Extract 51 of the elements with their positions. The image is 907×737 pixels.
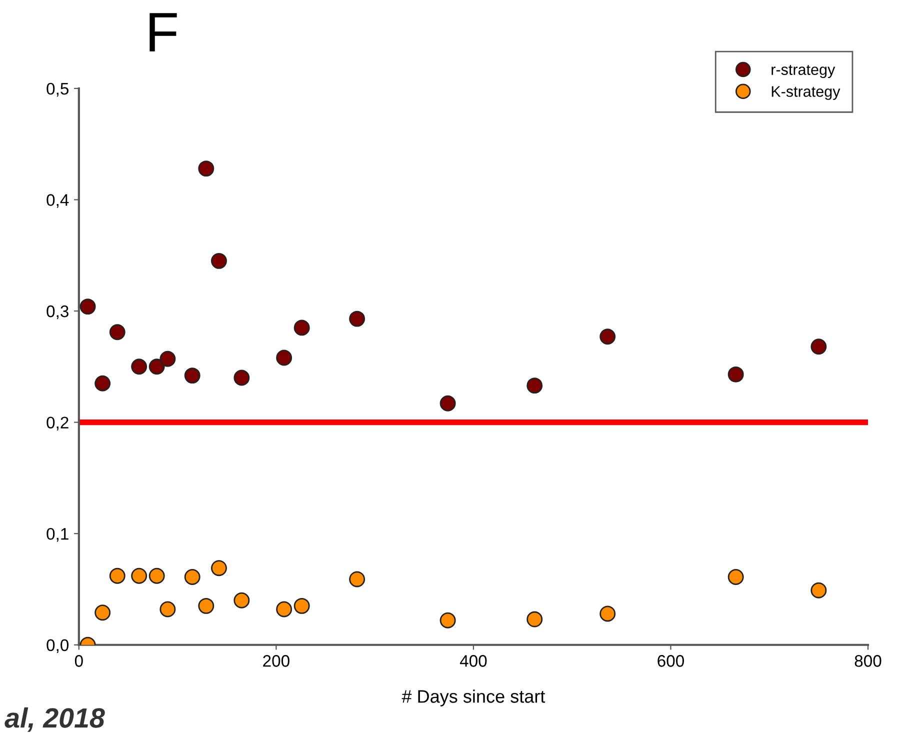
- point: [160, 601, 176, 618]
- text: al, 2018: [4, 707, 105, 732]
- x-tick-label: 200: [263, 655, 290, 667]
- point: [148, 568, 165, 584]
- point: [94, 604, 111, 621]
- x-axis-title: # Days since start: [402, 690, 546, 706]
- point: [294, 598, 310, 614]
- point: [349, 571, 366, 588]
- point: [94, 375, 111, 392]
- point: [210, 252, 227, 269]
- point: [160, 350, 176, 367]
- point: [349, 310, 366, 327]
- point: [184, 569, 200, 585]
- point: [198, 598, 214, 614]
- legend-label: r-strategy: [772, 64, 836, 78]
- y-tick-label: 0,3: [46, 305, 68, 320]
- point: [198, 160, 214, 177]
- point: [276, 601, 292, 618]
- chart-title: F: [150, 13, 177, 52]
- point: [440, 395, 456, 412]
- point: [109, 568, 126, 584]
- point: [131, 568, 148, 584]
- point: [80, 298, 96, 315]
- point: [234, 370, 250, 386]
- point: [184, 368, 200, 384]
- point: [526, 378, 543, 394]
- point: [148, 358, 165, 375]
- point: [810, 338, 827, 355]
- point: [728, 569, 744, 585]
- point: [526, 611, 543, 628]
- point: [440, 612, 456, 628]
- point: [600, 606, 616, 622]
- y-tick-label: 0,5: [46, 82, 68, 97]
- y-tick-label: 0,1: [46, 528, 68, 542]
- legend-label: K-strategy: [772, 86, 840, 100]
- y-tick-label: 0,0: [46, 639, 69, 654]
- point: [234, 592, 250, 608]
- point: [810, 582, 827, 598]
- point: [210, 560, 227, 576]
- y-tick-label: 0,4: [46, 194, 69, 208]
- x-tick-label: 0: [74, 655, 83, 667]
- x-tick-label: 800: [854, 655, 882, 667]
- point: [294, 320, 310, 336]
- point: [276, 350, 292, 366]
- point: [728, 366, 744, 382]
- y-tick-label: 0,2: [46, 416, 68, 430]
- point: [600, 328, 616, 345]
- x-tick-label: 400: [460, 655, 487, 667]
- point: [131, 358, 148, 375]
- point: [109, 324, 126, 340]
- x-tick-label: 600: [658, 655, 684, 667]
